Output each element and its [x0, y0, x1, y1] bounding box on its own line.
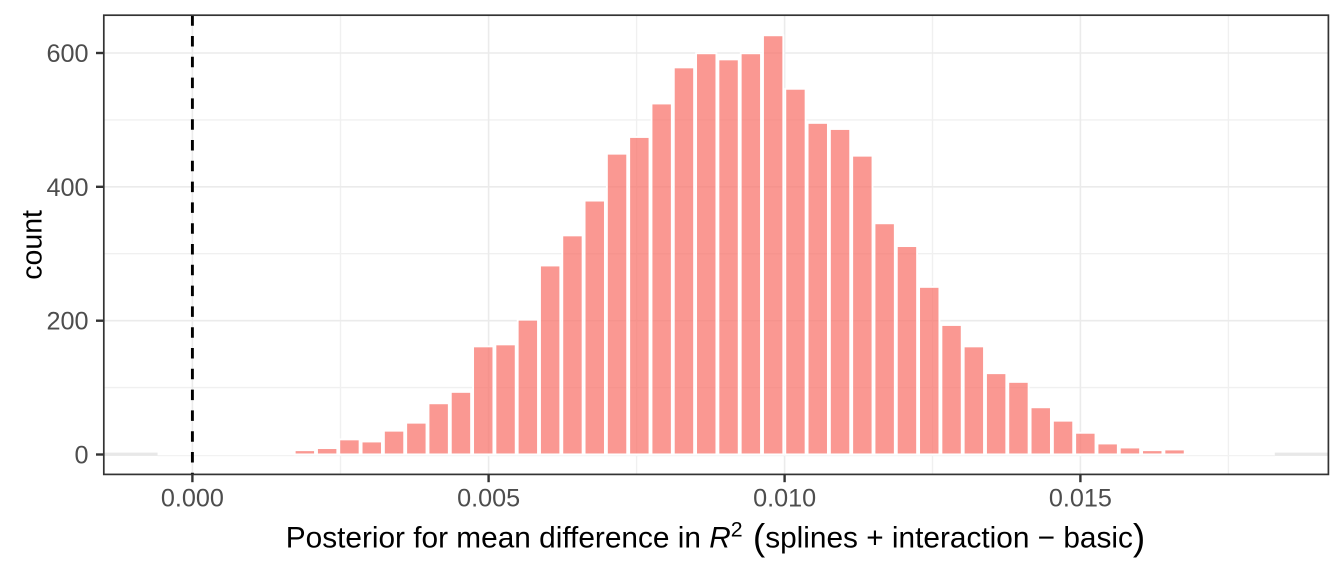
svg-text:600: 600	[46, 40, 88, 68]
svg-text:0.000: 0.000	[161, 484, 224, 512]
svg-text:0.005: 0.005	[457, 484, 520, 512]
svg-text:Posterior for mean difference: Posterior for mean difference in R2 (spl…	[286, 517, 1146, 558]
svg-text:200: 200	[46, 308, 88, 336]
svg-text:0.010: 0.010	[753, 484, 816, 512]
svg-text:0: 0	[74, 442, 88, 470]
svg-text:count: count	[17, 210, 49, 280]
svg-text:400: 400	[46, 174, 88, 202]
svg-text:0.015: 0.015	[1049, 484, 1112, 512]
